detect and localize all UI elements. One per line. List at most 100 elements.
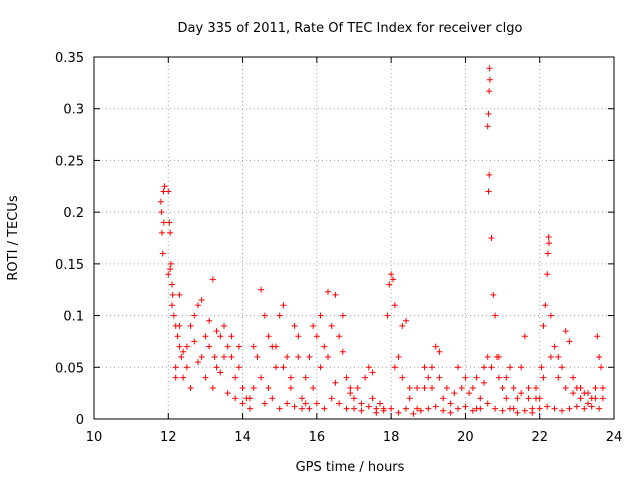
data-point: [358, 400, 365, 407]
data-point: [403, 317, 409, 324]
data-point: [547, 353, 554, 360]
data-point: [195, 359, 201, 366]
data-point: [254, 353, 261, 360]
data-point: [447, 400, 454, 407]
data-point: [202, 333, 209, 340]
data-point: [310, 384, 317, 391]
data-point: [284, 353, 291, 360]
data-point: [325, 353, 331, 360]
data-point: [213, 328, 220, 335]
data-point: [545, 233, 552, 240]
data-point: [336, 400, 343, 407]
data-point: [421, 364, 428, 371]
data-point: [406, 384, 413, 391]
data-point: [598, 364, 604, 371]
data-point: [510, 384, 517, 391]
y-tick-label: 0.1: [63, 310, 84, 325]
data-point: [261, 312, 268, 319]
data-point: [169, 291, 176, 298]
data-point: [183, 343, 190, 350]
data-point: [217, 369, 224, 376]
data-point: [302, 374, 309, 381]
data-point: [386, 281, 393, 288]
data-point: [477, 395, 484, 402]
data-point: [533, 395, 539, 402]
data-point: [462, 403, 469, 410]
data-point: [599, 395, 606, 402]
data-point: [232, 395, 239, 402]
data-point: [432, 403, 439, 410]
data-point: [228, 353, 235, 360]
data-point: [514, 409, 521, 416]
data-point: [321, 343, 328, 350]
x-tick-label: 16: [309, 430, 326, 445]
data-point: [488, 235, 495, 241]
data-point: [521, 333, 528, 340]
data-point: [540, 374, 547, 381]
data-point: [276, 312, 283, 319]
data-point: [540, 322, 547, 329]
chart-title: Day 335 of 2011, Rate Of TEC Index for r…: [178, 21, 523, 36]
data-point: [485, 110, 492, 117]
data-point: [399, 322, 406, 329]
data-point: [388, 271, 395, 278]
data-point: [202, 374, 209, 381]
data-point: [157, 198, 164, 205]
data-point: [287, 384, 294, 391]
data-point: [265, 333, 272, 340]
data-point: [390, 276, 396, 283]
data-point: [261, 400, 268, 407]
data-point: [169, 281, 175, 288]
data-point: [492, 405, 499, 412]
data-point: [167, 260, 174, 267]
data-point: [469, 384, 476, 391]
data-point: [481, 364, 487, 371]
data-point: [488, 364, 495, 371]
data-point: [421, 384, 428, 391]
data-point: [486, 65, 493, 72]
data-point: [577, 384, 584, 391]
data-point: [486, 76, 493, 83]
data-point: [306, 405, 313, 412]
data-point: [191, 338, 198, 345]
data-point: [235, 364, 242, 371]
data-point: [299, 395, 305, 402]
data-point: [484, 400, 491, 407]
data-point: [573, 403, 580, 410]
data-point: [180, 374, 187, 381]
y-tick-label: 0.25: [55, 154, 84, 169]
y-tick-labels: 0 0.05 0.1 0.15 0.2 0.25 0.3 0.35: [55, 51, 84, 428]
data-point: [570, 374, 577, 381]
data-point: [495, 353, 502, 360]
data-point: [410, 410, 417, 417]
data-point: [473, 374, 480, 381]
data-point: [538, 364, 545, 371]
data-point: [328, 395, 335, 402]
data-point: [221, 353, 227, 360]
data-point: [258, 374, 265, 381]
data-point: [295, 353, 302, 360]
data-point: [566, 338, 573, 345]
data-point: [239, 400, 246, 407]
data-point: [544, 271, 551, 278]
data-point: [436, 374, 443, 381]
data-point: [559, 364, 565, 371]
data-point: [187, 322, 194, 329]
x-tick-label: 14: [234, 430, 251, 445]
data-point: [332, 291, 339, 298]
data-point: [158, 229, 165, 236]
data-point: [313, 400, 320, 407]
data-point: [551, 405, 558, 412]
data-point: [570, 390, 577, 397]
y-tick-label: 0.15: [55, 258, 84, 273]
data-point: [596, 405, 603, 412]
data-point: [414, 384, 421, 391]
data-point: [495, 374, 502, 381]
data-point: [176, 291, 183, 298]
data-point: [503, 374, 510, 381]
data-point: [417, 407, 424, 414]
data-point: [577, 395, 584, 402]
data-point: [369, 369, 376, 376]
data-point: [250, 343, 257, 350]
